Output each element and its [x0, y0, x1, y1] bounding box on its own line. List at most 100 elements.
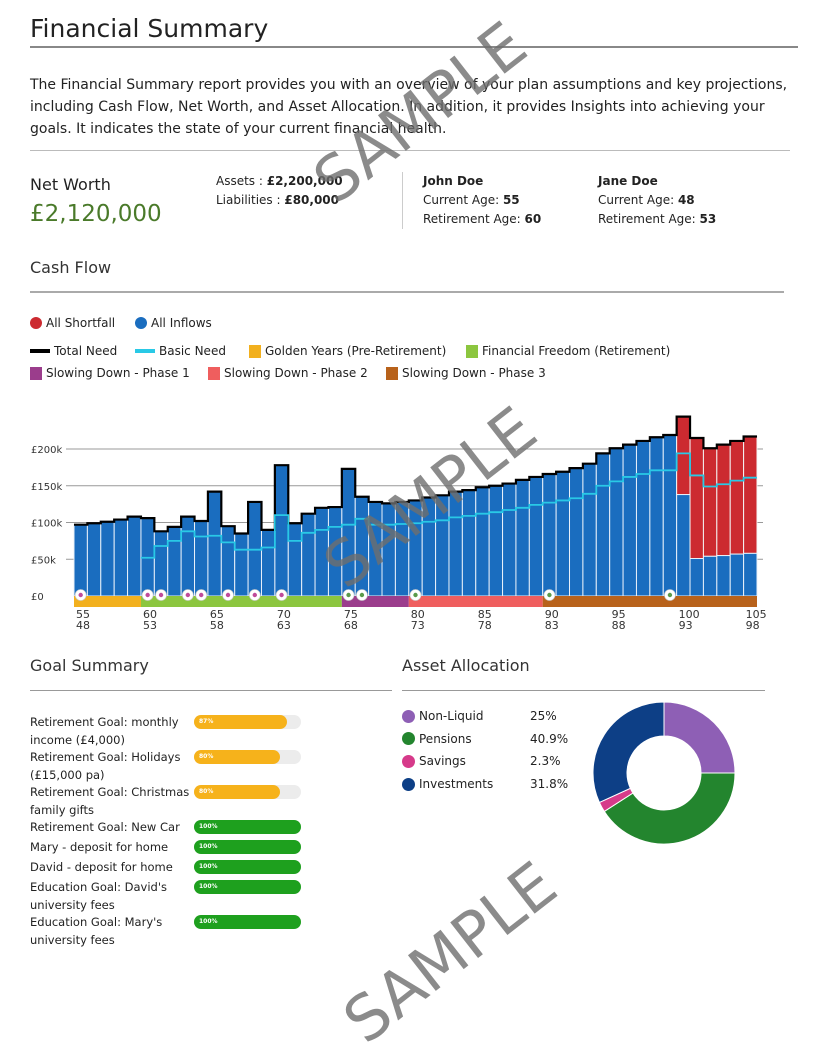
x-tick-age-primary: 100 — [679, 608, 700, 621]
inflow-bar — [194, 520, 209, 597]
inflow-bar — [729, 553, 745, 597]
basic-need-swatch — [135, 349, 155, 353]
legend-label: All Shortfall — [46, 316, 116, 330]
x-tick-age-primary: 80 — [411, 608, 425, 621]
legend-inflows[interactable]: All Inflows — [135, 316, 212, 330]
inflow-bar — [542, 473, 557, 597]
y-tick-label: £50k — [31, 555, 56, 566]
goal-progress-fill: 80% — [194, 785, 280, 799]
goal-summary-title: Goal Summary — [30, 656, 149, 675]
inflow-bar — [100, 521, 115, 597]
life-event-glyph — [359, 592, 365, 598]
shortfall-bar — [702, 447, 718, 557]
x-tick-age-primary: 105 — [746, 608, 767, 621]
title-divider — [30, 46, 798, 48]
asset-allocation-title: Asset Allocation — [402, 656, 530, 675]
current-age-value: 48 — [677, 193, 695, 207]
phase2-swatch — [208, 366, 220, 380]
inflow-bar — [180, 516, 196, 597]
inflow-bar — [435, 494, 450, 597]
people-divider — [402, 172, 403, 229]
inflow-bar — [113, 519, 129, 597]
inflow-bar — [676, 494, 691, 597]
phase-band-golden — [74, 596, 141, 607]
asset-allocation-divider — [402, 690, 765, 691]
x-tick-age-primary: 70 — [277, 608, 291, 621]
inflow-bar — [662, 434, 678, 597]
life-event-glyph — [199, 592, 204, 598]
goal-progress-fill: 100% — [194, 880, 301, 894]
legend-phase3[interactable]: Slowing Down - Phase 3 — [386, 366, 546, 380]
inflow-bar — [153, 530, 169, 597]
donut-slice-pensions — [603, 772, 736, 845]
goal-progress-fill: 100% — [194, 860, 301, 874]
legend-phase1[interactable]: Slowing Down - Phase 1 — [30, 366, 190, 380]
goal-label: Education Goal: Mary's university fees — [30, 915, 163, 947]
goal-progress-fill: 100% — [194, 820, 301, 834]
inflow-bar — [622, 444, 637, 597]
asset-swatch — [402, 754, 415, 768]
donut-slice-investments — [592, 701, 665, 804]
x-tick-age-secondary: 48 — [76, 619, 90, 632]
inflow-bar — [582, 463, 597, 597]
inflow-bar — [234, 533, 249, 597]
goal-progress-fill: 100% — [194, 915, 301, 929]
life-event-glyph — [413, 592, 418, 598]
asset-legend-item: Non-Liquid 25% — [402, 709, 557, 723]
asset-label: Savings — [419, 754, 466, 769]
inflow-bar — [274, 464, 289, 597]
assets-line: Assets : £2,200,000 — [216, 172, 343, 191]
phase1-swatch — [30, 366, 42, 380]
watermark: SAMPLE — [330, 847, 570, 1058]
inflow-bar — [127, 516, 142, 597]
inflow-bar — [354, 496, 370, 597]
inflow-bar — [73, 524, 88, 597]
asset-swatch — [402, 709, 415, 723]
x-tick-age-secondary: 98 — [746, 619, 760, 632]
phase-band-phase2 — [408, 596, 543, 607]
inflow-bar — [301, 513, 316, 597]
asset-swatch — [402, 732, 415, 746]
asset-value: 25% — [530, 709, 557, 723]
person-jane: Jane Doe Current Age: 48 Retirement Age:… — [598, 172, 716, 229]
shortfall-bar — [729, 440, 745, 555]
legend-basic-need[interactable]: Basic Need — [135, 344, 226, 358]
asset-legend-item: Pensions 40.9% — [402, 732, 568, 746]
total-need-swatch — [30, 349, 50, 353]
legend-freedom[interactable]: Financial Freedom (Retirement) — [466, 344, 670, 358]
inflow-bar — [635, 440, 651, 597]
legend-phase2[interactable]: Slowing Down - Phase 2 — [208, 366, 368, 380]
legend-label: Total Need — [54, 344, 118, 358]
phase-band-phase3 — [542, 596, 757, 607]
goal-progress-bar: 100% — [194, 915, 301, 929]
inflow-bar — [743, 552, 758, 597]
asset-donut-chart — [592, 701, 736, 845]
inflow-bar — [502, 483, 517, 597]
inflow-bar — [555, 471, 571, 597]
intro-text: The Financial Summary report provides yo… — [30, 77, 788, 137]
asset-value: 2.3% — [530, 754, 561, 769]
goal-label: David - deposit for home — [30, 860, 173, 874]
x-tick-age-secondary: 73 — [411, 619, 425, 632]
legend-total-need[interactable]: Total Need — [30, 344, 117, 358]
goal-label: Education Goal: David's university fees — [30, 880, 167, 912]
inflow-bar — [260, 529, 276, 597]
inflow-bar — [421, 497, 437, 597]
assets-label: Assets : — [216, 174, 267, 188]
asset-label: Non-Liquid — [419, 709, 484, 723]
freedom-swatch — [466, 344, 478, 358]
retirement-age-value: 60 — [524, 212, 542, 226]
donut-slice-non-liquid — [663, 701, 736, 774]
goal-progress-fill: 87% — [194, 715, 288, 729]
legend-golden[interactable]: Golden Years (Pre-Retirement) — [249, 344, 446, 358]
shortfall-bar — [676, 416, 691, 496]
legend-label: All Inflows — [151, 316, 212, 330]
life-event-glyph — [667, 592, 673, 598]
retirement-age-label: Retirement Age: — [423, 212, 525, 226]
retirement-age-value: 53 — [699, 212, 717, 226]
current-age-value: 55 — [502, 193, 520, 207]
legend-shortfall[interactable]: All Shortfall — [30, 316, 115, 330]
life-event-glyph — [279, 592, 284, 598]
life-event-glyph — [158, 592, 164, 598]
